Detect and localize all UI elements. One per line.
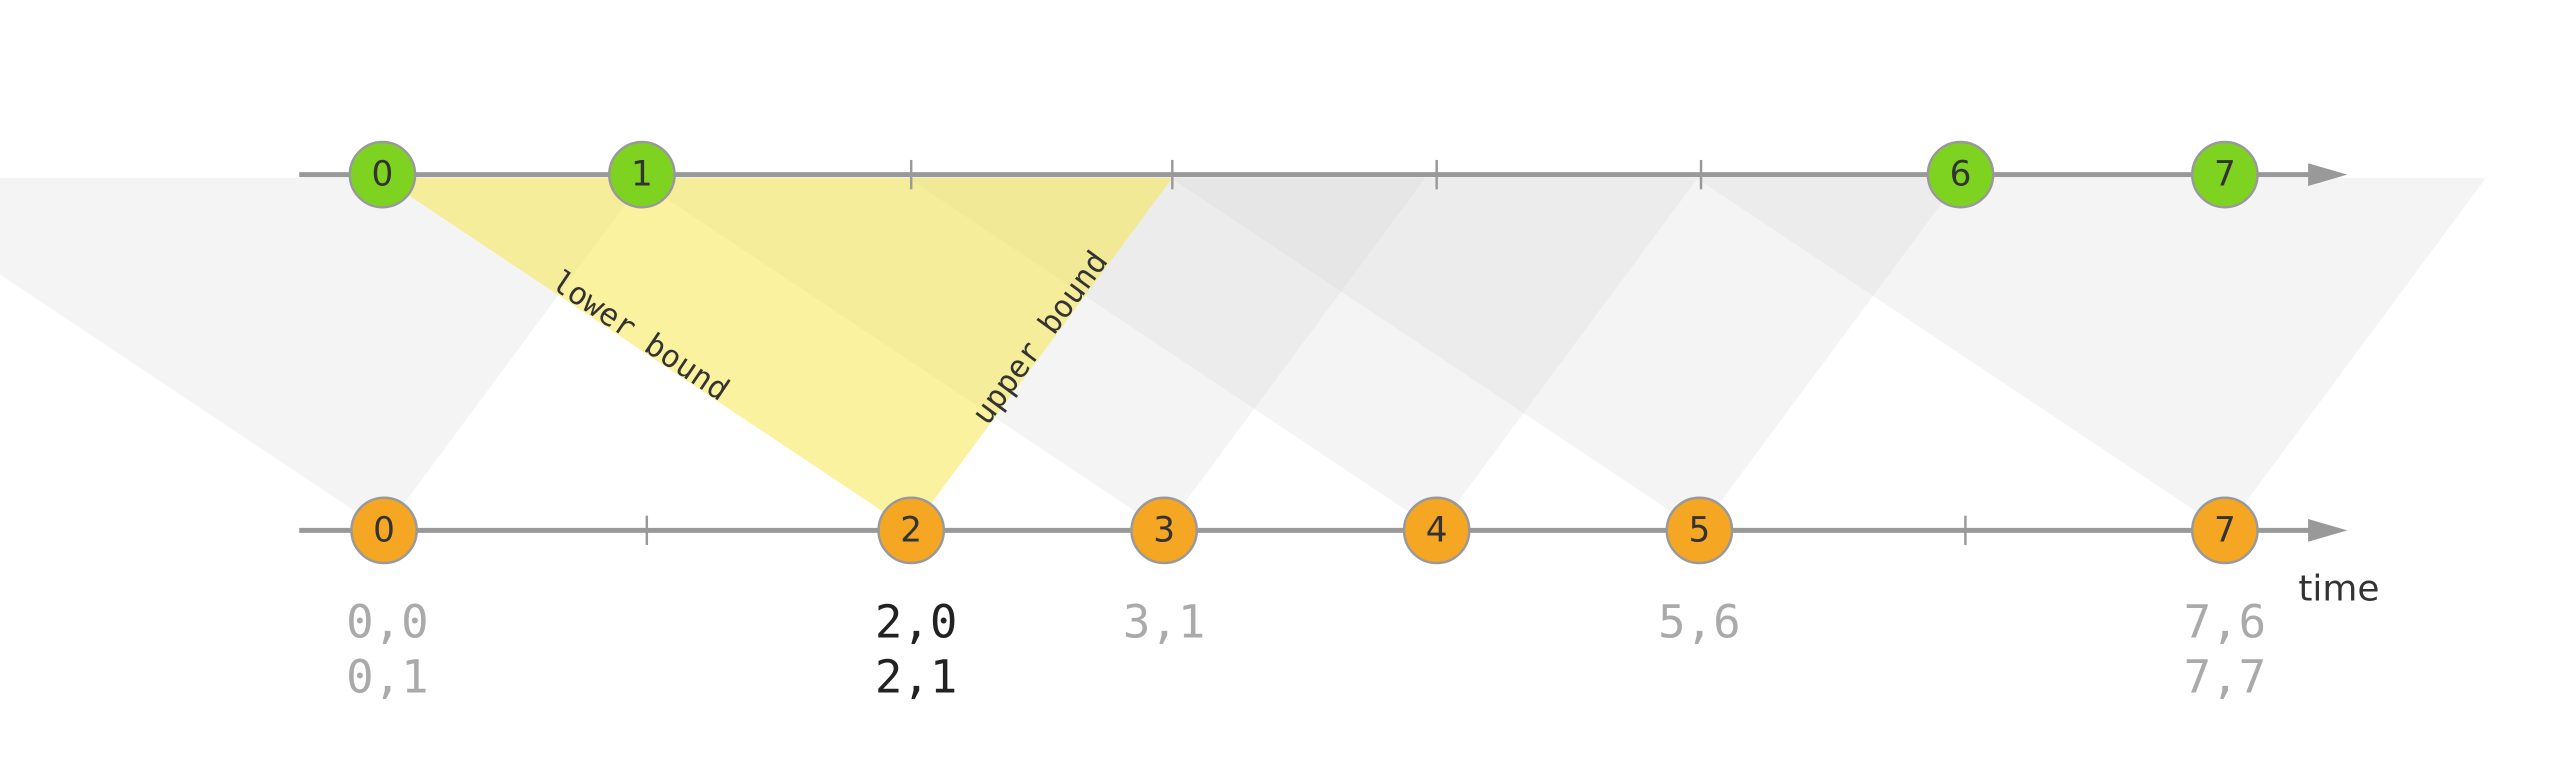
top-event-label: 6 xyxy=(1950,155,1972,195)
arrow xyxy=(2308,163,2348,187)
bottom-event-label: 0 xyxy=(373,510,395,550)
window xyxy=(1170,177,1961,531)
join-result: 7,7 xyxy=(2184,651,2267,704)
highlight-window xyxy=(382,177,1173,531)
bottom-event xyxy=(2191,496,2259,565)
join-result: 0,1 xyxy=(346,651,429,704)
bottom-event xyxy=(877,496,946,565)
window xyxy=(1696,177,2486,531)
bottom-event-label: 3 xyxy=(1153,510,1175,550)
bottom-event xyxy=(350,496,418,565)
bottom-event-label: 4 xyxy=(1426,510,1448,550)
top-event xyxy=(1926,140,1995,209)
join-result: 2,1 xyxy=(875,651,958,704)
top-event xyxy=(2191,140,2259,209)
top-event-label: 7 xyxy=(2214,155,2236,195)
top-event-label: 0 xyxy=(372,155,394,195)
bottom-event xyxy=(1402,496,1471,565)
top-event xyxy=(608,140,676,209)
join-result: 2,0 xyxy=(875,595,958,648)
join-result: 7,6 xyxy=(2184,595,2267,648)
windows xyxy=(0,177,2486,531)
bottom-event-label: 5 xyxy=(1688,510,1710,550)
bottom-event xyxy=(1130,496,1198,565)
join-result: 3,1 xyxy=(1123,595,1206,648)
top-event xyxy=(348,140,417,209)
axis-label: time xyxy=(2298,569,2379,610)
join-result: 0,0 xyxy=(346,595,429,648)
top-event-label: 1 xyxy=(631,155,653,195)
arrow xyxy=(2308,518,2348,542)
bottom-event xyxy=(1665,496,1734,565)
bottom-event-label: 2 xyxy=(900,510,922,550)
join-result: 5,6 xyxy=(1658,595,1741,648)
window xyxy=(0,177,646,531)
bottom-event-label: 7 xyxy=(2214,510,2236,550)
